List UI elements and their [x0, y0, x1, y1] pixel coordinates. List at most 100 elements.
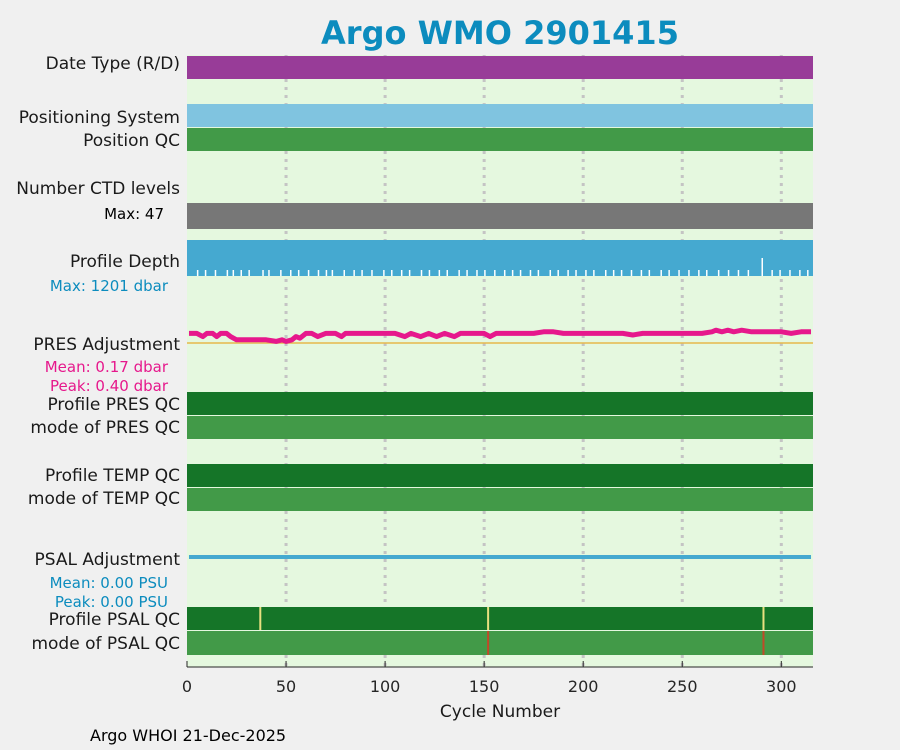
depth-dropout-39 [557, 270, 559, 276]
depth-dropout-2 [214, 270, 217, 276]
depth-dropout-47 [630, 270, 633, 276]
label-pres-mean: Mean: 0.17 dbar [45, 358, 169, 376]
depth-dropout-3 [226, 270, 229, 276]
psal-qc-flag-3 [762, 607, 765, 630]
depth-dropout-16 [343, 270, 345, 276]
depth-dropout-42 [585, 270, 587, 276]
depth-dropout-8 [268, 270, 270, 276]
depth-dropout-62 [779, 270, 781, 276]
depth-dropout-14 [325, 270, 328, 276]
depth-dropout-9 [280, 270, 282, 276]
psal-qc-flag-1 [487, 607, 490, 630]
depth-dropout-45 [612, 270, 615, 276]
depth-dropout-29 [466, 270, 468, 276]
plot-background [187, 55, 813, 667]
depth-dropout-36 [529, 270, 532, 276]
mode-temp-qc-bar [187, 488, 813, 511]
x-tick-label-0: 0 [182, 677, 192, 696]
depth-dropout-17 [353, 270, 355, 276]
depth-dropout-15 [331, 270, 334, 276]
depth-dropout-long [761, 258, 763, 276]
depth-dropout-11 [297, 270, 300, 276]
depth-dropout-1 [204, 270, 207, 276]
label-ctd-max: Max: 47 [104, 205, 164, 223]
label-positioning-system: Positioning System [19, 108, 180, 128]
pres-adjustment-series [188, 327, 812, 344]
x-tick-label-100: 100 [370, 677, 401, 696]
profile-depth-dropouts [196, 258, 809, 276]
depth-dropout-27 [446, 270, 449, 276]
label-psal-peak: Peak: 0.00 PSU [55, 593, 168, 611]
depth-dropout-51 [668, 270, 670, 276]
footer-credit: Argo WHOI 21-Dec-2025 [90, 726, 286, 745]
depth-dropout-56 [717, 270, 720, 276]
psal-qc-flag-4 [762, 631, 765, 655]
label-profile-temp-qc: Profile TEMP QC [45, 466, 180, 486]
x-tick-label-50: 50 [276, 677, 296, 696]
depth-dropout-57 [727, 270, 730, 276]
depth-dropout-32 [494, 270, 496, 276]
depth-dropout-33 [503, 270, 506, 276]
label-mode-psal-qc: mode of PSAL QC [31, 634, 180, 654]
depth-dropout-52 [678, 270, 680, 276]
depth-dropout-19 [371, 270, 373, 276]
depth-dropout-40 [567, 270, 569, 276]
label-profile-psal-qc: Profile PSAL QC [49, 610, 180, 630]
profile-psal-qc-bar [187, 607, 813, 630]
mode-psal-qc-bar [187, 631, 813, 655]
label-mode-pres-qc: mode of PRES QC [30, 418, 180, 438]
depth-dropout-54 [698, 270, 700, 276]
depth-dropout-49 [648, 270, 651, 276]
depth-dropout-6 [248, 270, 250, 276]
depth-dropout-25 [428, 270, 431, 276]
x-tick-label-150: 150 [469, 677, 500, 696]
vertical-gridlines [284, 55, 783, 667]
depth-dropout-0 [196, 270, 199, 276]
depth-dropout-55 [706, 270, 708, 276]
depth-dropout-58 [737, 270, 740, 276]
label-mode-temp-qc: mode of TEMP QC [28, 489, 180, 509]
depth-dropout-21 [391, 270, 393, 276]
x-tick-label-250: 250 [667, 677, 698, 696]
depth-dropout-28 [458, 270, 460, 276]
chart-title: Argo WMO 2901415 [321, 14, 679, 52]
ctd-levels-bar [187, 203, 813, 229]
label-position-qc: Position QC [83, 131, 180, 151]
date-type-bar [187, 56, 813, 79]
positioning-system-bar [187, 104, 813, 127]
depth-dropout-26 [438, 270, 441, 276]
depth-dropout-41 [575, 270, 577, 276]
depth-dropout-35 [519, 270, 522, 276]
depth-dropout-50 [660, 270, 662, 276]
depth-dropout-10 [290, 270, 292, 276]
depth-dropout-23 [408, 270, 411, 276]
depth-dropout-5 [240, 270, 242, 276]
x-tick-label-300: 300 [766, 677, 797, 696]
x-tick-label-200: 200 [568, 677, 599, 696]
depth-dropout-65 [807, 270, 809, 276]
psal-qc-flag-2 [487, 631, 490, 655]
profile-pres-qc-bar [187, 392, 813, 415]
x-axis-ticks: 0 50 100 150 200 250 300 [182, 661, 797, 696]
depth-dropout-20 [383, 270, 385, 276]
label-date-type: Date Type (R/D) [46, 54, 180, 74]
depth-dropout-22 [400, 270, 403, 276]
psal-qc-flag-0 [259, 607, 262, 630]
label-depth-max: Max: 1201 dbar [50, 277, 169, 295]
label-psal-adjustment: PSAL Adjustment [35, 550, 181, 570]
position-qc-bar [187, 128, 813, 151]
depth-dropout-63 [789, 270, 791, 276]
depth-dropout-48 [640, 270, 643, 276]
depth-dropout-18 [361, 270, 363, 276]
label-profile-pres-qc: Profile PRES QC [47, 395, 180, 415]
depth-dropout-13 [317, 270, 320, 276]
depth-dropout-24 [420, 270, 423, 276]
depth-dropout-37 [537, 270, 540, 276]
label-profile-depth: Profile Depth [70, 252, 180, 272]
mode-pres-qc-bar [187, 416, 813, 439]
label-pres-peak: Peak: 0.40 dbar [50, 377, 169, 395]
profile-temp-qc-bar [187, 464, 813, 487]
depth-dropout-34 [511, 270, 514, 276]
psal-qc-flags [259, 607, 765, 655]
depth-dropout-12 [307, 270, 310, 276]
